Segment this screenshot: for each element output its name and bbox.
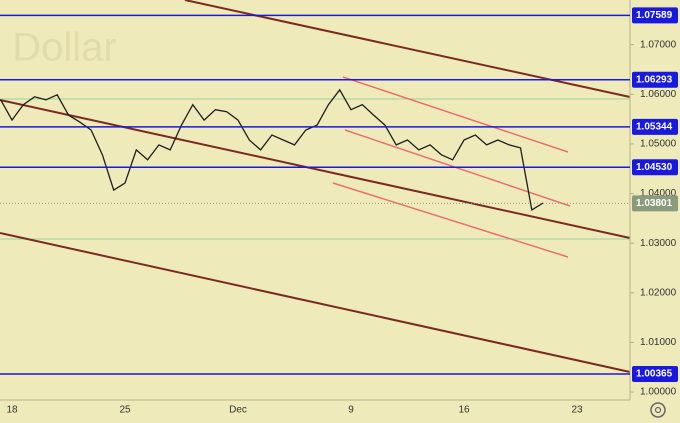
level-tag <box>632 7 678 24</box>
y-tick-label: 1.02000 <box>640 287 677 298</box>
y-tick-label: 1.04000 <box>640 188 677 199</box>
level-label: 1.00365 <box>636 369 673 380</box>
settings-core <box>654 406 662 414</box>
last-price-tag <box>632 195 678 212</box>
trend-line <box>0 99 631 239</box>
y-tick-label: 1.03000 <box>640 238 677 249</box>
price-line <box>0 88 544 211</box>
level-tag <box>632 118 678 135</box>
level-tag <box>632 159 678 176</box>
x-tick-label: 18 <box>6 405 18 416</box>
level-label: 1.07589 <box>636 10 673 21</box>
y-tick-label: 1.07000 <box>640 39 677 50</box>
x-tick-label: 25 <box>119 405 131 416</box>
settings-icon[interactable] <box>650 402 666 418</box>
y-tick-label: 1.05000 <box>640 139 677 150</box>
y-tick-label: 1.01000 <box>640 337 677 348</box>
x-tick-label: 16 <box>458 405 470 416</box>
y-tick-label: 1.00000 <box>640 387 677 398</box>
x-tick-label: Dec <box>229 405 247 416</box>
channel-line <box>332 182 569 258</box>
channel-line <box>342 76 569 153</box>
x-tick-label: 23 <box>571 405 583 416</box>
level-label: 1.06293 <box>636 74 673 85</box>
level-label: 1.05344 <box>636 121 673 132</box>
level-tag <box>632 365 678 382</box>
settings-ring <box>650 402 666 418</box>
last-price-label: 1.03801 <box>636 198 673 209</box>
channel-line <box>344 129 571 207</box>
x-tick-label: 9 <box>348 405 354 416</box>
y-tick-label: 1.06000 <box>640 89 677 100</box>
level-label: 1.04530 <box>636 162 673 173</box>
watermark: . Dollar <box>0 26 117 70</box>
level-tag <box>632 71 678 88</box>
trend-line <box>0 232 631 373</box>
